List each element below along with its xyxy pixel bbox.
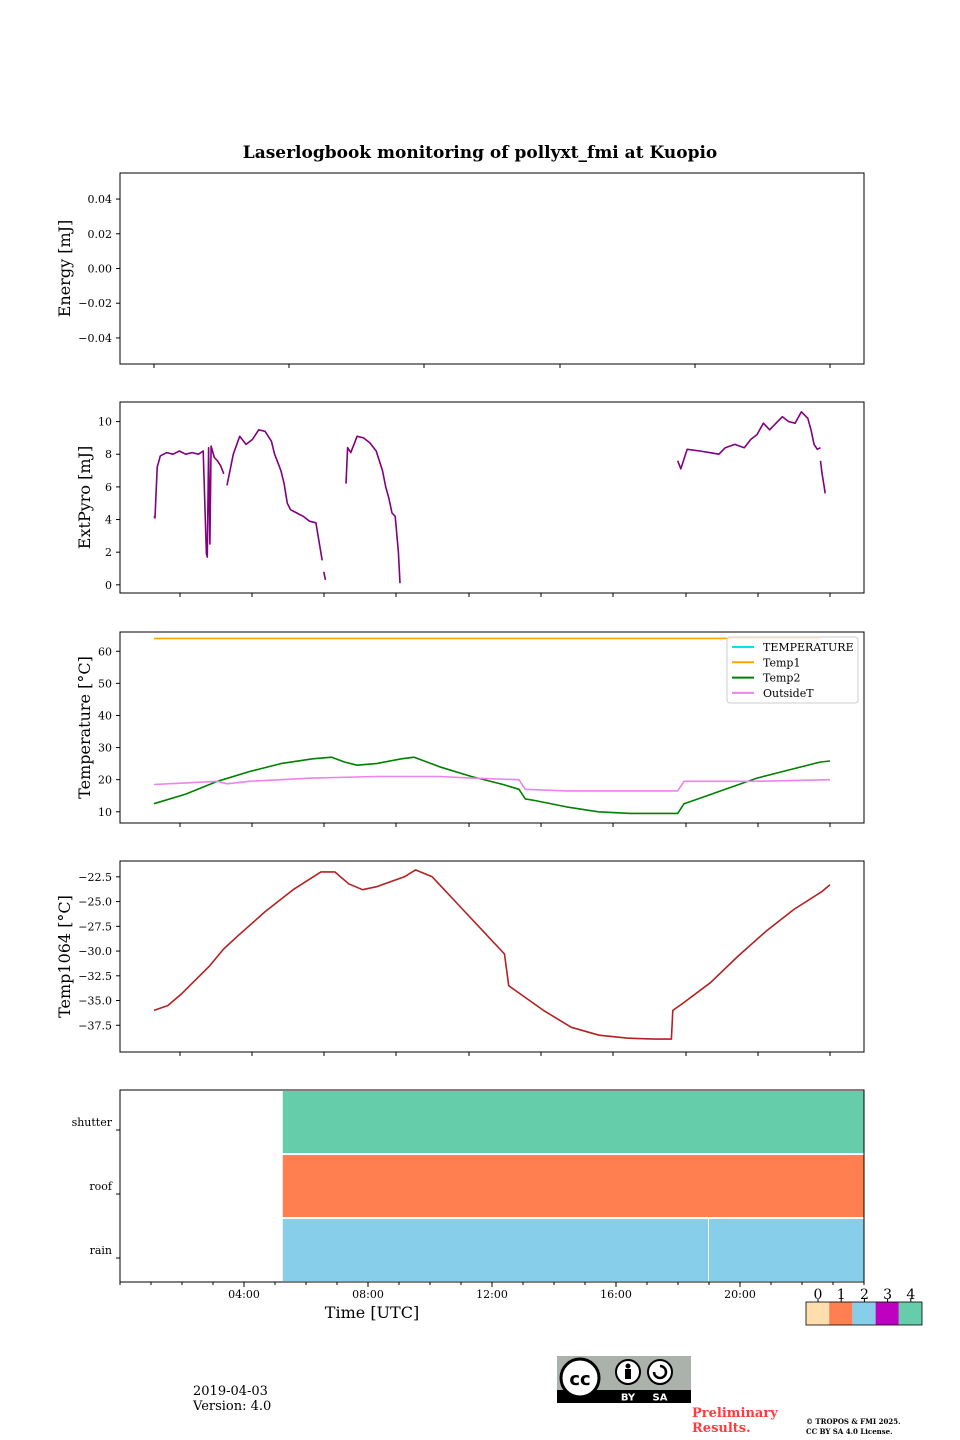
status-xtick-label: 04:00 xyxy=(228,1288,260,1301)
extpyro-ytick-label: 6 xyxy=(105,481,112,494)
extpyro-ytick-label: 4 xyxy=(105,514,112,527)
temp1064-frame xyxy=(119,860,865,1053)
extpyro-series-extpyro xyxy=(676,411,821,470)
energy-ytick-label: −0.02 xyxy=(78,297,112,310)
temp1064-ytick-label: −25.0 xyxy=(78,896,112,909)
copyright-line-1: © TROPOS & FMI 2025. xyxy=(806,1417,901,1426)
extpyro-series-extpyro xyxy=(345,435,401,584)
extpyro-ytick-label: 0 xyxy=(105,579,112,592)
temperature-ytick-label: 40 xyxy=(98,709,112,722)
energy-frame xyxy=(119,172,865,365)
temp1064-ytick-label: −32.5 xyxy=(78,970,112,983)
extpyro-series-extpyro xyxy=(819,460,826,494)
status-xtick-label: 08:00 xyxy=(352,1288,384,1301)
copyright-notice: © TROPOS & FMI 2025. CC BY SA 4.0 Licens… xyxy=(806,1417,901,1437)
energy-ytick-label: 0.00 xyxy=(88,263,113,276)
preliminary-line-1: Preliminary xyxy=(692,1406,778,1421)
status-row-label-rain: rain xyxy=(90,1244,112,1257)
energy-ytick-label: −0.04 xyxy=(78,332,112,345)
legend-label-outsidet: OutsideT xyxy=(763,687,814,700)
temp1064-ytick-label: −27.5 xyxy=(78,920,112,933)
status-cell-rain xyxy=(282,1219,708,1281)
status-xtick-label: 16:00 xyxy=(600,1288,632,1301)
colorbar-swatch-0 xyxy=(806,1302,830,1325)
extpyro-ytick-label: 10 xyxy=(98,416,112,429)
temperature-ytick-label: 30 xyxy=(98,742,112,755)
temp1064-panel: −37.5 −35.0 −32.5 −30.0 −27.5 −25.0 −22.5 Temp1… xyxy=(55,860,865,1056)
temperature-ytick-label: 10 xyxy=(98,806,112,819)
energy-ytick-label: 0.02 xyxy=(88,228,113,241)
extpyro-series-extpyro xyxy=(323,571,327,581)
colorbar-swatch-4 xyxy=(898,1302,922,1325)
colorbar-label-4: 4 xyxy=(906,1287,915,1303)
legend-label-temperature: TEMPERATURE xyxy=(763,641,854,654)
sa-share-icon xyxy=(647,1359,673,1385)
temp1064-ylabel: Temp1064 [°C] xyxy=(55,895,74,1018)
status-frame xyxy=(119,1089,865,1283)
energy-ylabel: Energy [mJ] xyxy=(55,220,74,318)
copyright-line-2: CC BY SA 4.0 License. xyxy=(806,1427,893,1436)
status-panel: rain roof shutter 04:00 08:00 12:00 16:00 20:00… xyxy=(72,1089,865,1322)
energy-ytick-label: 0.04 xyxy=(88,193,113,206)
footer-date: 2019-04-03 xyxy=(193,1384,268,1399)
legend-box xyxy=(726,636,859,704)
colorbar-swatch-1 xyxy=(829,1302,853,1325)
extpyro-ytick-label: 2 xyxy=(105,546,112,559)
colorbar-swatch-2 xyxy=(852,1302,876,1325)
sa-label: SA xyxy=(653,1393,668,1404)
footer-version: Version: 4.0 xyxy=(193,1399,272,1414)
colorbar-label-3: 3 xyxy=(883,1287,892,1303)
preliminary-line-2: Results. xyxy=(692,1421,751,1436)
status-cell-shutter xyxy=(282,1091,864,1153)
sa-share-arrow xyxy=(652,1364,668,1380)
temperature-ytick-label: 20 xyxy=(98,774,112,787)
status-cell-roof xyxy=(282,1155,864,1217)
temperature-ylabel: Temperature [°C] xyxy=(75,656,94,799)
temperature-ytick-label: 60 xyxy=(98,645,112,658)
status-row-label-shutter: shutter xyxy=(72,1116,113,1129)
legend-label-temp2: Temp2 xyxy=(763,672,800,685)
extpyro-panel: 0 2 4 6 8 10 ExtPyro [mJ] xyxy=(75,401,865,597)
extpyro-frame xyxy=(119,401,865,594)
temperature-panel: 10 20 30 40 50 60 Temperature [°C] TEMPERATURE T… xyxy=(75,631,865,827)
temp1064-ytick-label: −37.5 xyxy=(78,1019,112,1032)
temp1064-ytick-label: −22.5 xyxy=(78,871,112,884)
temp1064-ytick-label: −30.0 xyxy=(78,945,112,958)
colorbar-swatch-3 xyxy=(875,1302,899,1325)
temperature-frame xyxy=(119,631,865,824)
cc-logo-text: cc xyxy=(569,1369,590,1390)
status-xtick-label: 20:00 xyxy=(724,1288,756,1301)
cc-logo-icon xyxy=(559,1357,601,1399)
status-cell-rain xyxy=(709,1219,864,1281)
temp1064-ytick-label: −35.0 xyxy=(78,995,112,1008)
extpyro-ylabel: ExtPyro [mJ] xyxy=(75,446,94,549)
status-xtick-label: 12:00 xyxy=(476,1288,508,1301)
legend-label-temp1: Temp1 xyxy=(763,656,800,669)
colorbar-label-2: 2 xyxy=(860,1287,869,1303)
colorbar-label-1: 1 xyxy=(837,1287,846,1303)
temperature-series-temp2 xyxy=(153,756,831,815)
temperature-ytick-label: 50 xyxy=(98,677,112,690)
figure-title: Laserlogbook monitoring of pollyxt_fmi a… xyxy=(243,143,718,163)
temp1064-series-temp1064 xyxy=(153,869,831,1040)
colorbar-label-0: 0 xyxy=(814,1287,823,1303)
energy-panel: −0.04 −0.02 0.00 0.02 0.04 Energy [mJ] xyxy=(55,172,865,368)
cc-license-badge[interactable]: cc BY SA xyxy=(557,1356,691,1403)
extpyro-ytick-label: 8 xyxy=(105,448,112,461)
by-person-head xyxy=(625,1363,631,1369)
extpyro-series-extpyro xyxy=(153,445,225,558)
by-person-body xyxy=(625,1369,631,1379)
temperature-series-outsidet xyxy=(153,775,831,792)
status-row-label-roof: roof xyxy=(89,1180,113,1193)
status-xlabel: Time [UTC] xyxy=(325,1303,419,1322)
by-label: BY xyxy=(621,1393,636,1404)
extpyro-series-extpyro xyxy=(226,429,323,561)
preliminary-notice: Preliminary Results. xyxy=(692,1406,778,1436)
